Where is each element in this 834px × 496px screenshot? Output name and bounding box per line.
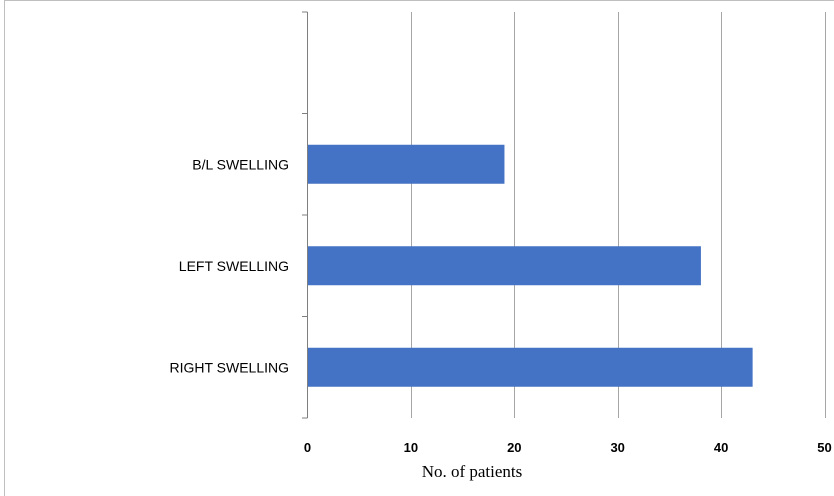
category-labels: RIGHT SWELLING LEFT SWELLING B/L SWELLING (169, 156, 289, 375)
x-tick-label: 10 (404, 440, 418, 455)
x-tick-label: 30 (610, 440, 624, 455)
x-tick-labels: 0 10 20 30 40 50 (304, 440, 832, 455)
y-axis-tick-marks (302, 11, 308, 419)
category-label: B/L SWELLING (192, 156, 289, 172)
bar (308, 144, 505, 184)
bar (308, 246, 701, 286)
x-tick-label: 0 (304, 440, 311, 455)
x-tick-label: 40 (714, 440, 728, 455)
category-label: LEFT SWELLING (179, 258, 289, 274)
bars (308, 144, 753, 387)
x-tick-label: 20 (507, 440, 521, 455)
x-axis-title: No. of patients (422, 462, 523, 481)
bar (308, 347, 753, 387)
x-tick-label: 50 (817, 440, 831, 455)
category-label: RIGHT SWELLING (169, 359, 289, 375)
